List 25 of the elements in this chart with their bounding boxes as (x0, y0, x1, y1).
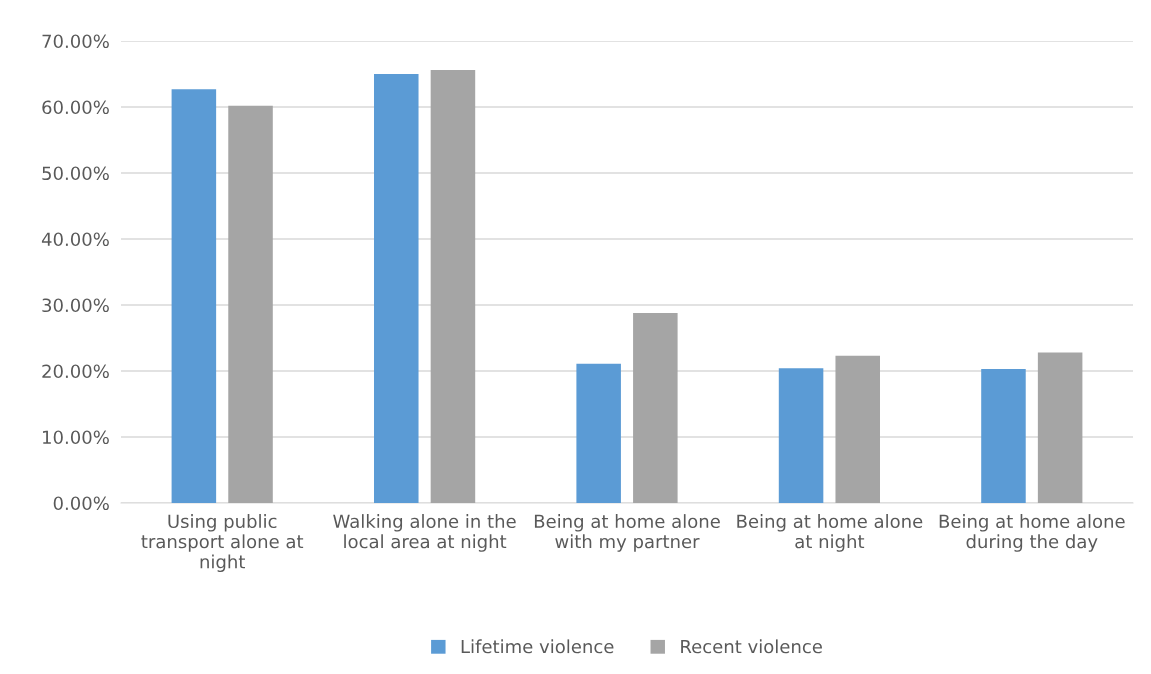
bar (778, 368, 824, 503)
bar (171, 89, 217, 503)
y-tick-label: 50.00% (42, 166, 109, 181)
bar (1037, 352, 1083, 503)
x-tick-label: Being at home alone with my partner (534, 514, 720, 552)
y-tick-label: 40.00% (41, 232, 109, 247)
bar (633, 312, 678, 503)
bar (228, 105, 273, 503)
y-tick-label: 0.00% (53, 496, 109, 511)
bar (981, 369, 1026, 503)
bar (576, 363, 621, 503)
y-tick-label: 30.00% (42, 298, 109, 313)
x-tick-label: Being at home alone during the day (939, 514, 1125, 552)
bar (835, 355, 880, 503)
x-tick-label: Being at home alone at night (737, 514, 923, 552)
legend-label: Recent violence (681, 639, 822, 654)
bar (430, 70, 476, 503)
bar (374, 74, 419, 503)
x-tick-label: Walking alone in the local area at night (333, 514, 516, 552)
x-tick-label: Using public transport alone at night (141, 514, 304, 573)
y-tick-label: 10.00% (43, 430, 109, 445)
y-tick-label: 70.00% (42, 34, 109, 49)
legend-label: Lifetime violence (461, 639, 614, 654)
y-tick-label: 60.00% (42, 100, 109, 115)
y-tick-label: 20.00% (42, 364, 109, 379)
